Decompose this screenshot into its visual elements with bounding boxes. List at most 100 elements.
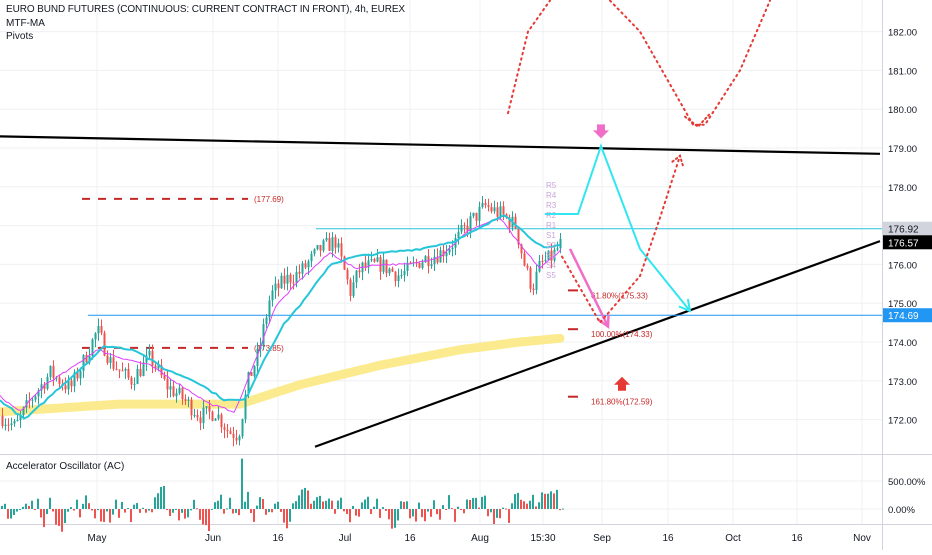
candle-body [538,260,541,272]
oscillator-bar [496,509,498,518]
oscillator-bar [325,500,327,509]
candle-body [430,264,433,267]
candle-body [52,365,55,379]
candle-body [301,263,304,274]
pivot-stack-label: R5 [546,181,557,190]
candle-body [466,225,469,232]
oscillator-bar [16,509,18,512]
candle-body [49,365,52,377]
candle-body [544,259,547,261]
oscillator-bar [151,509,153,513]
oscillator-bar [283,509,285,523]
oscillator-bar [268,509,270,513]
oscillator-bar [226,508,228,510]
candle-body [175,393,178,397]
candle-body [235,437,238,441]
candle-body [556,248,559,250]
oscillator-bar [430,509,432,517]
oscillator-bar [529,500,531,509]
candle-body [520,244,523,254]
pink-down-arrow-icon [593,124,609,139]
price-tag-black [883,235,932,250]
oscillator-bar [478,507,480,509]
oscillator-bar [406,501,408,509]
oscillator-bar [136,503,138,509]
candle-body [217,414,220,419]
candle-body [226,429,229,432]
candle-body [313,249,316,254]
candle-body [472,212,475,217]
oscillator-bar [433,500,435,509]
oscillator-bar [175,509,177,510]
candle-body [493,207,496,212]
oscillator-bar [424,509,426,522]
oscillator-bar [67,509,69,512]
oscillator-bar [535,506,537,509]
candle-body [514,216,517,229]
candle-body [421,262,424,268]
candle-body [559,238,562,249]
candle-body [274,283,277,291]
oscillator-bar [166,509,168,510]
candle-body [523,253,526,266]
oscillator-bar [265,509,267,515]
indicator-label-pivots[interactable]: Pivots [6,31,34,42]
candle-body [370,259,373,261]
fib-level-label: 100.00%(174.33) [591,330,653,339]
cyan-projection-arrowhead [678,298,692,313]
candle-body [58,377,61,384]
oscillator-bar [196,508,198,510]
oscillator-bar [157,493,159,509]
oscillator-bar [43,509,45,528]
oscillator-bar [442,505,444,509]
oscillator-bar [508,509,510,523]
oscillator-bar [352,506,354,509]
oscillator-bar [274,503,276,509]
oscillator-bar [304,487,306,509]
oscillator-title[interactable]: Accelerator Oscillator (AC) [6,461,125,472]
candle-body [292,282,295,284]
oscillator-bar [448,495,450,509]
pivot-stack-label: S5 [546,271,556,280]
oscillator-bar [475,497,477,509]
cyan-projection-path [545,143,691,312]
oscillator-bar [346,509,348,514]
candle-body [103,332,106,356]
candle-body [31,399,34,401]
oscillator-bar [277,501,279,509]
oscillator-bar [139,509,141,513]
candle-body [373,259,376,262]
pivot-level-label: (173.85) [254,344,284,353]
oscillator-bar [439,509,441,520]
oscillator-bar [178,509,180,521]
oscillator-bar [214,502,216,509]
candle-body [346,269,349,280]
candle-body [424,256,427,263]
price-tick-label: 175.00 [888,299,917,310]
oscillator-bar [385,509,387,511]
candle-body [517,228,520,245]
oscillator-bar [310,503,312,509]
candle-body [223,427,226,430]
candle-body [484,202,487,206]
time-axis: May Jun 16 Jul 16 Aug 15:30 Sep 16 Oct 16 Nov [88,533,871,544]
candle-body [496,207,499,217]
candle-body [229,431,232,434]
oscillator-bar [106,509,108,512]
price-tick-label: 181.00 [888,66,917,77]
indicator-label-mtf-ma[interactable]: MTF-MA [6,18,45,29]
candle-body [64,385,67,390]
oscillator-bar [31,500,33,509]
price-tick-label: 180.00 [888,105,917,116]
candle-body [151,350,154,366]
candle-body [331,237,334,251]
oscillator-bar [280,509,282,512]
candle-body [463,225,466,227]
oscillator-bar [316,497,318,509]
oscillator-bar [220,494,222,509]
time-tick-label: May [88,533,107,544]
oscillator-bar [13,509,15,515]
oscillator-bar [331,500,333,509]
